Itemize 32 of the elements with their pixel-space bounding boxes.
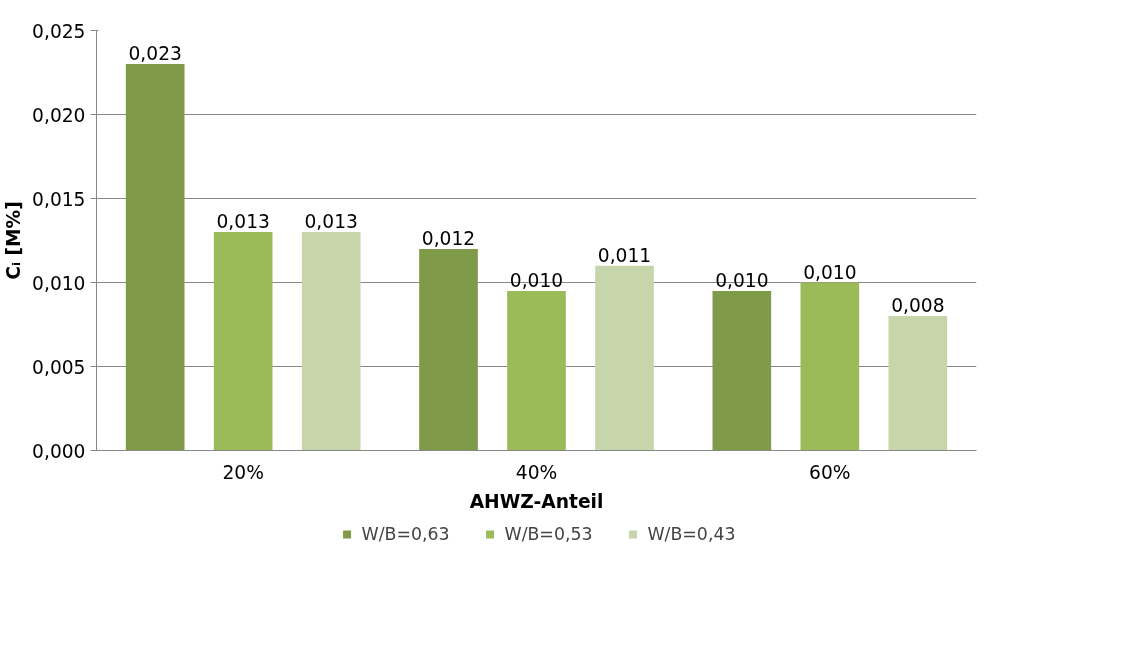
bar — [712, 290, 772, 451]
bar — [419, 248, 478, 451]
x-tick-label: 60% — [809, 461, 851, 483]
data-label: 0,013 — [304, 211, 358, 233]
bar — [507, 290, 566, 451]
bar — [125, 64, 185, 451]
bar — [301, 232, 361, 451]
data-label: 0,013 — [216, 211, 270, 233]
y-tick-label: 0,020 — [32, 104, 86, 126]
bar — [595, 265, 654, 451]
data-label: 0,010 — [715, 269, 769, 291]
legend-label: W/B=0,43 — [647, 524, 736, 544]
x-axis-title: AHWZ-Anteil — [469, 490, 604, 512]
data-label: 0,010 — [509, 269, 564, 291]
y-tick-label: 0,000 — [32, 440, 86, 462]
x-tick-label: 40% — [515, 461, 558, 483]
bar — [800, 282, 860, 451]
data-label: 0,011 — [597, 244, 652, 266]
legend-label: W/B=0,53 — [504, 524, 593, 544]
y-tick-label: 0,015 — [32, 188, 86, 210]
data-label: 0,010 — [803, 261, 857, 283]
bar — [888, 316, 948, 451]
y-tick-label: 0,010 — [32, 272, 86, 294]
data-label: 0,012 — [421, 227, 476, 249]
y-tick-label: 0,005 — [32, 356, 86, 378]
legend-label: W/B=0,63 — [361, 524, 450, 544]
data-label: 0,008 — [891, 295, 945, 317]
data-label: 0,023 — [128, 43, 182, 65]
bar — [213, 232, 273, 451]
x-tick-label: 20% — [222, 461, 264, 483]
y-axis-title: Cᵢ [M%] — [3, 201, 25, 280]
y-tick-label: 0,025 — [32, 20, 86, 42]
